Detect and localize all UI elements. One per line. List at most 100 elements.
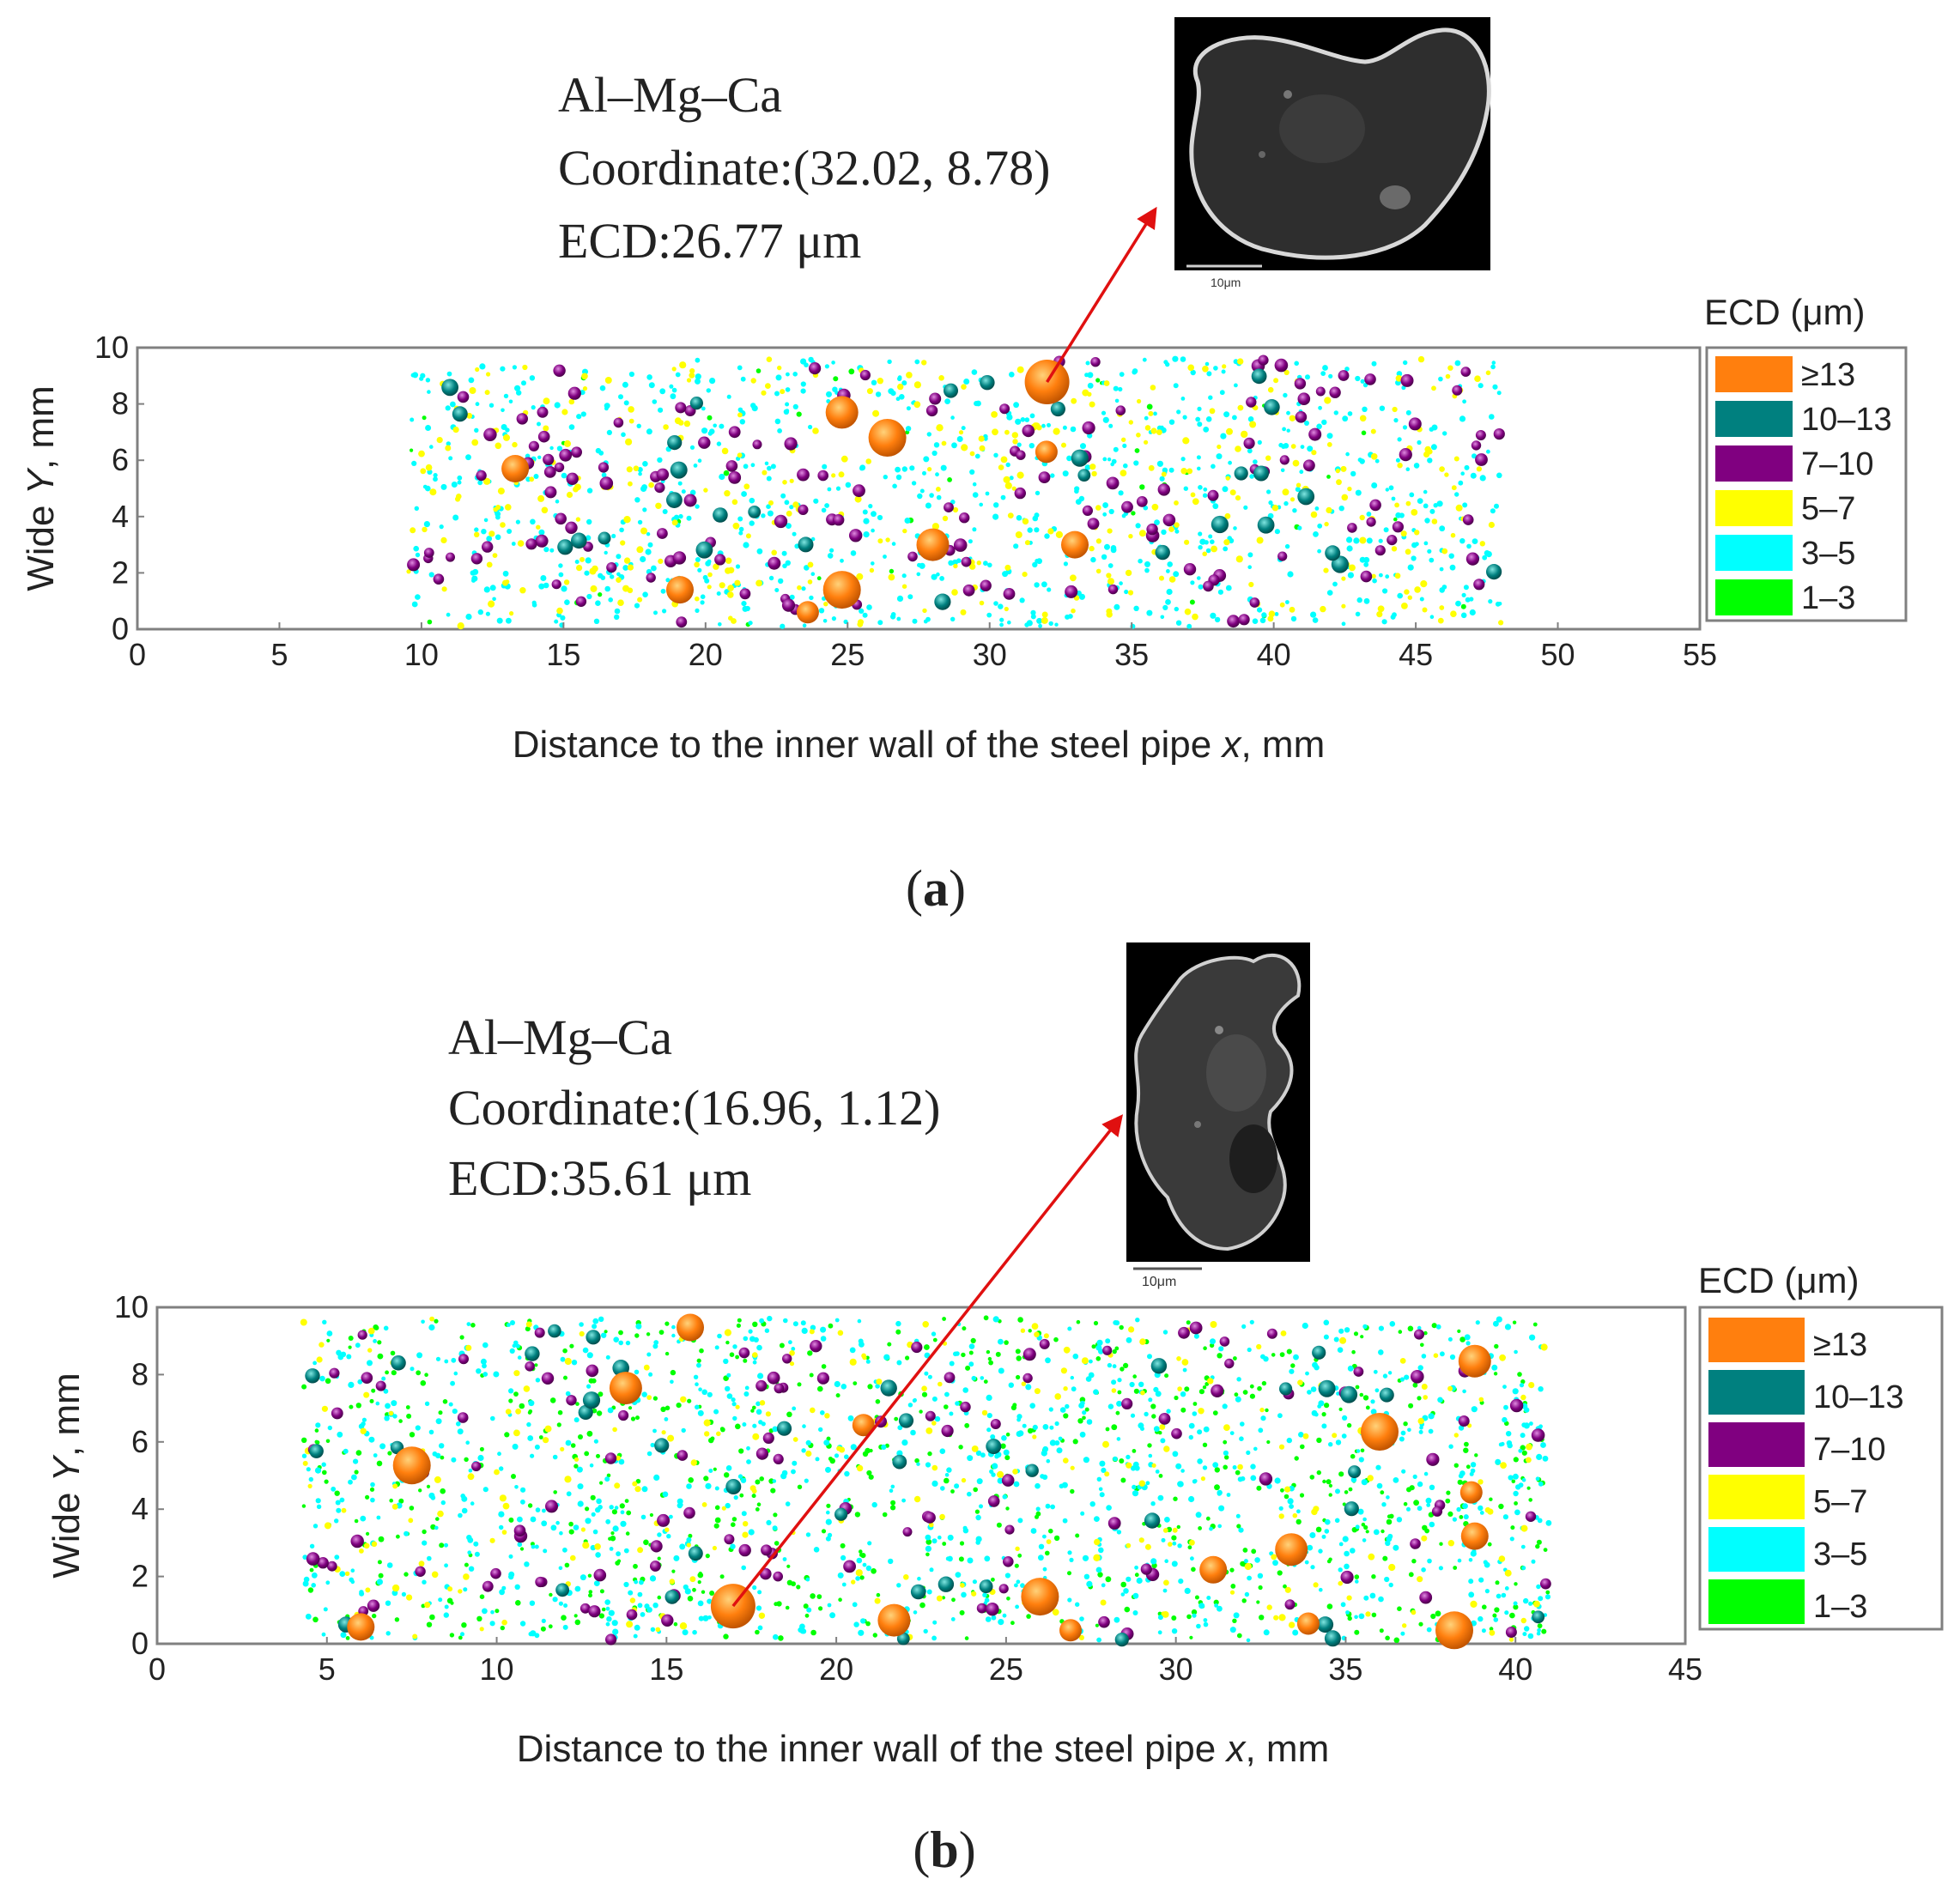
inclusion-point [541, 1372, 555, 1385]
inclusion-point [863, 518, 870, 524]
inclusion-point [1299, 1493, 1305, 1498]
inclusion-point [1429, 615, 1435, 619]
inclusion-point [1411, 1559, 1417, 1564]
inclusion-point-large [1021, 1578, 1059, 1616]
inclusion-point [565, 1439, 572, 1446]
inclusion-point [1405, 467, 1411, 471]
inclusion-point [319, 1375, 325, 1382]
inclusion-point [501, 408, 505, 413]
inclusion-point [610, 1535, 616, 1542]
inclusion-point [409, 1432, 416, 1438]
inclusion-point [538, 1435, 543, 1439]
inclusion-point [568, 1529, 574, 1535]
inclusion-point [1388, 485, 1394, 491]
inclusion-point [1208, 534, 1213, 539]
inclusion-point [458, 1512, 463, 1518]
inclusion-point [1367, 1475, 1374, 1482]
inclusion-point [980, 579, 992, 591]
x-tick-label: 55 [1683, 637, 1717, 672]
inclusion-point [849, 1358, 857, 1366]
inclusion-point [774, 418, 781, 425]
inclusion-point [1213, 1599, 1219, 1605]
inclusion-point [1232, 1465, 1237, 1470]
inclusion-point [1532, 1610, 1545, 1624]
inclusion-point [1224, 1455, 1229, 1460]
inclusion-point [883, 475, 889, 480]
inclusion-point [1002, 1613, 1007, 1618]
inclusion-point [1302, 1322, 1308, 1330]
inclusion-point [1289, 415, 1296, 421]
y-tick-label: 4 [131, 1491, 149, 1526]
inclusion-point [1222, 364, 1227, 369]
inclusion-point [1150, 1403, 1156, 1409]
inclusion-point [1501, 1592, 1507, 1598]
inclusion-point [1200, 1476, 1205, 1482]
inclusion-point [339, 1571, 346, 1577]
inclusion-point [658, 558, 664, 565]
inclusion-point [758, 1612, 766, 1620]
inclusion-point [508, 1517, 514, 1523]
inclusion-point [781, 550, 787, 556]
inclusion-point [1341, 603, 1346, 609]
inclusion-point [1326, 1603, 1333, 1609]
inclusion-point [755, 1379, 768, 1392]
inclusion-point [646, 1395, 652, 1400]
inclusion-point [725, 1340, 730, 1345]
inclusion-point [992, 428, 998, 436]
inclusion-point [702, 1615, 709, 1621]
inclusion-point [1474, 375, 1481, 383]
inclusion-point [1545, 1590, 1550, 1595]
inclusion-point [1110, 545, 1117, 551]
inclusion-point [481, 529, 487, 535]
inclusion-point [959, 1541, 965, 1546]
inclusion-point [1178, 1579, 1184, 1585]
inclusion-point [1536, 1584, 1541, 1590]
inclusion-point [474, 1551, 480, 1557]
inclusion-point [1514, 1582, 1518, 1586]
inclusion-point [792, 531, 797, 536]
inclusion-point [713, 507, 728, 523]
inclusion-point [497, 1451, 501, 1457]
inclusion-point [1089, 401, 1095, 408]
inclusion-point [999, 403, 1010, 415]
inclusion-point [716, 1431, 721, 1437]
inclusion-point [865, 1565, 872, 1572]
inclusion-point [628, 481, 633, 487]
inclusion-point [483, 477, 491, 485]
inclusion-point [1184, 608, 1192, 615]
inclusion-point [562, 1348, 567, 1354]
inclusion-point [626, 1510, 632, 1516]
inclusion-point [862, 1562, 867, 1567]
inclusion-point [632, 1481, 638, 1487]
inclusion-point [585, 1518, 592, 1524]
inclusion-point [556, 607, 563, 615]
inclusion-point [1441, 548, 1448, 555]
inclusion-point [986, 1439, 1002, 1455]
inclusion-point [1521, 1477, 1526, 1482]
inclusion-point [501, 1530, 507, 1535]
inclusion-point [1297, 488, 1315, 506]
inclusion-point [1300, 1444, 1305, 1450]
inclusion-point [1336, 1391, 1340, 1396]
inclusion-point [831, 473, 836, 478]
inclusion-point [1192, 498, 1199, 506]
inclusion-point [1356, 1449, 1361, 1453]
inclusion-point [1203, 1621, 1209, 1627]
inclusion-point [1323, 567, 1329, 573]
inclusion-point [596, 1453, 600, 1458]
inclusion-point [1243, 505, 1248, 510]
inclusion-point [773, 1453, 784, 1464]
inclusion-point [1504, 1569, 1512, 1577]
inclusion-point [1348, 1465, 1362, 1479]
inclusion-point [738, 1448, 744, 1454]
inclusion-point [1372, 578, 1377, 584]
inclusion-point [1105, 1576, 1112, 1583]
inclusion-point [1290, 615, 1297, 622]
inclusion-point [322, 1470, 327, 1476]
inclusion-point [750, 1409, 755, 1413]
inclusion-point [1188, 1434, 1194, 1440]
inclusion-point [968, 539, 973, 544]
inclusion-point [925, 404, 938, 417]
inclusion-point [1462, 1389, 1466, 1394]
inclusion-point [731, 1402, 737, 1407]
